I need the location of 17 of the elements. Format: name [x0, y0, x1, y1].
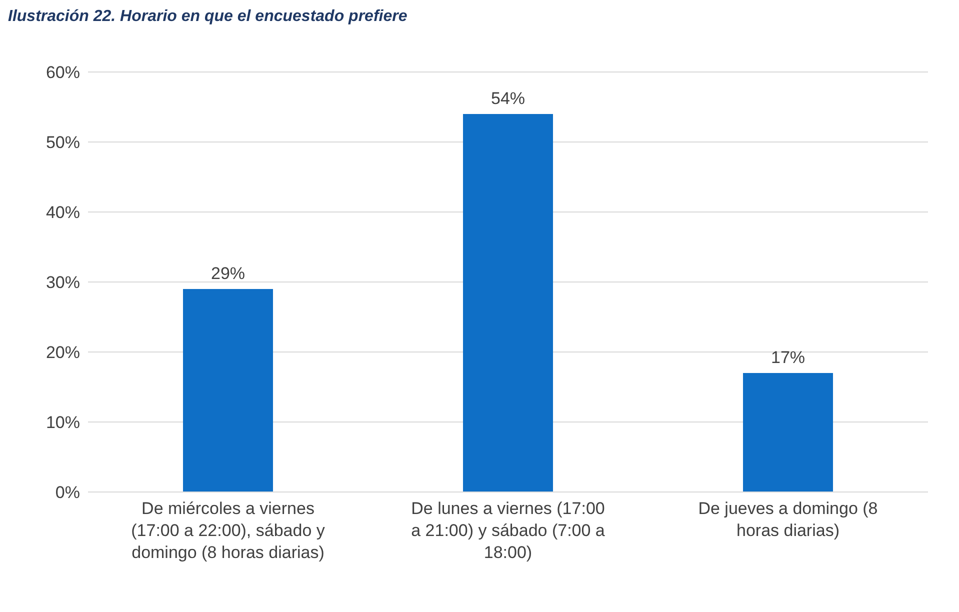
- y-tick-label: 40%: [46, 203, 80, 222]
- x-tick-label: De lunes a viernes (17:00 a 21:00) y sábado (7:00 a 18:00): [411, 499, 606, 562]
- data-label: 29%: [210, 264, 246, 283]
- chart-title: Ilustración 22. Horario en que el encuestado prefiere: [8, 8, 408, 27]
- y-tick-label: 10%: [46, 413, 80, 432]
- y-tick-label: 0%: [55, 483, 80, 502]
- x-tick-label: De jueves a domingo (8 horas diarias): [698, 499, 878, 540]
- y-tick-label: 60%: [46, 63, 80, 82]
- bar: [743, 373, 833, 492]
- y-tick-label: 50%: [46, 133, 80, 152]
- y-tick-label: 20%: [46, 343, 80, 362]
- data-label: 17%: [770, 348, 806, 367]
- x-tick-label: De miércoles a viernes (17:00 a 22:00), sábado y domingo (8 horas diarias): [131, 499, 326, 562]
- bar: [463, 114, 553, 492]
- bar: [183, 289, 273, 492]
- data-label: 54%: [490, 89, 526, 108]
- y-tick-label: 30%: [46, 273, 80, 292]
